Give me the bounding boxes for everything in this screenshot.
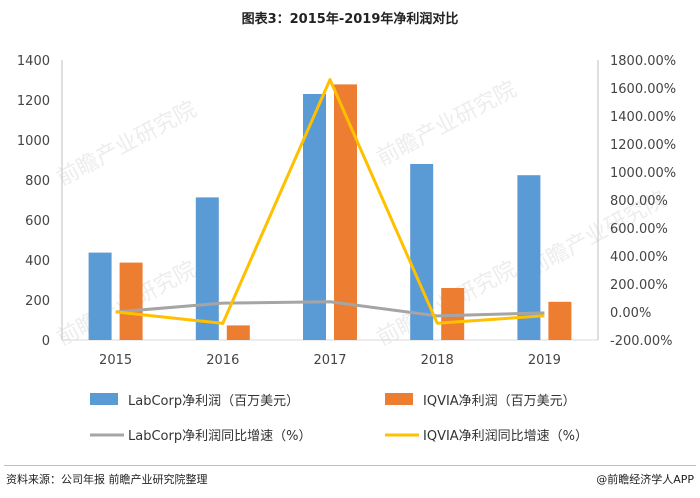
chart-svg: 前瞻产业研究院前瞻产业研究院前瞻产业研究院前瞻产业研究院前瞻产业研究院02004… bbox=[17, 54, 676, 444]
bar bbox=[226, 325, 250, 340]
y-right-tick-label: 400.00% bbox=[610, 250, 668, 265]
y-right-tick-label: -200.00% bbox=[610, 334, 673, 349]
legend-label: LabCorp净利润（百万美元） bbox=[128, 394, 299, 409]
footer-divider bbox=[4, 465, 696, 466]
x-tick-label: 2017 bbox=[313, 353, 346, 368]
y-left-tick-label: 400 bbox=[25, 254, 50, 269]
legend-swatch bbox=[90, 393, 118, 405]
bar bbox=[548, 301, 572, 340]
y-right-tick-label: 200.00% bbox=[610, 278, 668, 293]
y-left-tick-label: 1400 bbox=[17, 54, 50, 69]
brand-label: @前瞻经济学人APP bbox=[596, 473, 694, 486]
y-left-tick-label: 600 bbox=[25, 214, 50, 229]
watermark-text: 前瞻产业研究院 bbox=[53, 97, 201, 191]
legend-label: LabCorp净利润同比增速（%） bbox=[128, 429, 311, 444]
legend-swatch bbox=[385, 393, 413, 405]
y-right-tick-label: 1600.00% bbox=[610, 82, 676, 97]
x-tick-label: 2015 bbox=[99, 353, 132, 368]
series-line bbox=[115, 300, 545, 318]
bar bbox=[195, 197, 219, 340]
y-left-tick-label: 1200 bbox=[17, 94, 50, 109]
y-left-tick-label: 0 bbox=[42, 334, 50, 349]
y-right-tick-label: 1200.00% bbox=[610, 138, 676, 153]
y-right-tick-label: 600.00% bbox=[610, 222, 668, 237]
bar bbox=[88, 252, 112, 340]
y-right-tick-label: 1000.00% bbox=[610, 166, 676, 181]
legend-label: IQVIA净利润同比增速（%） bbox=[423, 429, 588, 444]
x-tick-label: 2019 bbox=[528, 353, 561, 368]
y-left-tick-label: 1000 bbox=[17, 134, 50, 149]
series-line bbox=[115, 78, 545, 325]
watermark-text: 前瞻产业研究院 bbox=[373, 77, 521, 171]
bar bbox=[517, 175, 541, 340]
y-right-tick-label: 1400.00% bbox=[610, 110, 676, 125]
x-tick-label: 2018 bbox=[421, 353, 454, 368]
y-left-tick-label: 800 bbox=[25, 174, 50, 189]
source-note: 资料来源：公司年报 前瞻产业研究院整理 bbox=[6, 473, 208, 486]
y-right-tick-label: 1800.00% bbox=[610, 54, 676, 69]
legend-label: IQVIA净利润（百万美元） bbox=[423, 394, 576, 409]
y-right-tick-label: 0.00% bbox=[610, 306, 651, 321]
x-tick-label: 2016 bbox=[206, 353, 239, 368]
bar bbox=[410, 164, 434, 340]
bar bbox=[119, 262, 143, 340]
chart-title: 图表3：2015年-2019年净利润对比 bbox=[241, 12, 459, 27]
y-left-tick-label: 200 bbox=[25, 294, 50, 309]
bar bbox=[334, 84, 357, 341]
bar bbox=[303, 94, 326, 340]
y-right-tick-label: 800.00% bbox=[610, 194, 668, 209]
